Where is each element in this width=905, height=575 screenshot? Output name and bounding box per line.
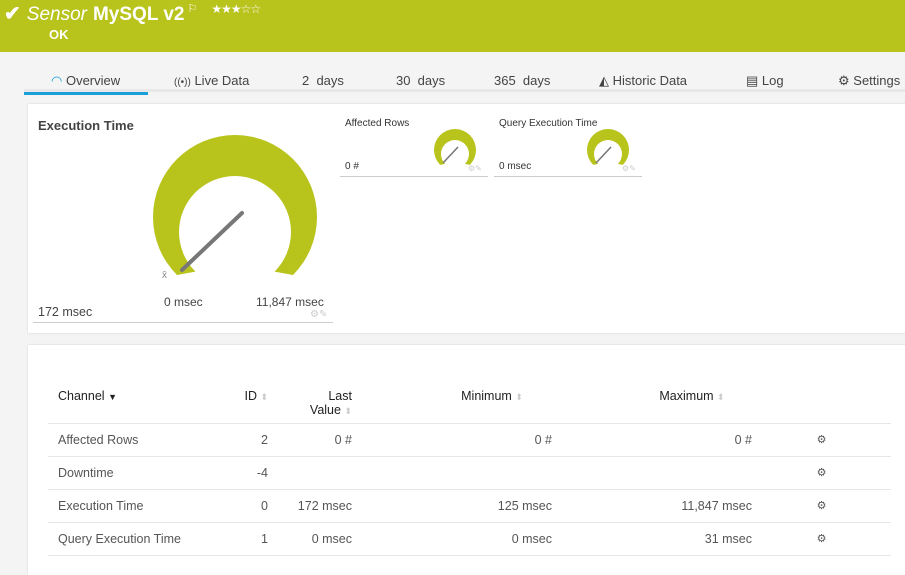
query-time-gauge-arc — [587, 129, 630, 165]
channel-settings-icon[interactable]: ⚙ — [752, 456, 891, 490]
minimum-value: 0 msec — [352, 522, 552, 556]
sort-icon: ⬍ — [515, 392, 523, 402]
affected-rows-gauge-arc — [434, 129, 477, 165]
channel-name[interactable]: Affected Rows — [48, 423, 198, 457]
col-label: Minimum — [461, 389, 512, 403]
sort-icon: ⬍ — [260, 392, 268, 402]
gear-icon: ⚙ — [838, 73, 850, 88]
gauge-settings-icon[interactable]: ⚙✎ — [468, 164, 482, 173]
minimum-value: 0 # — [352, 423, 552, 457]
execution-time-title: Execution Time — [38, 118, 134, 133]
tab-log[interactable]: ▤ Log — [746, 73, 784, 89]
execution-time-value: 172 msec — [38, 305, 93, 319]
minimum-value — [352, 456, 552, 490]
sensor-prefix: Sensor — [26, 4, 87, 25]
channel-name[interactable]: Query Execution Time — [48, 522, 198, 556]
col-label: Last — [328, 389, 352, 403]
divider — [494, 176, 642, 177]
tab-overview[interactable]: ◠ Overview — [24, 73, 148, 95]
tab-bar: ◠ Overview ((•)) Live Data 2 days 30 day… — [24, 66, 905, 95]
maximum-value: 11,847 msec — [552, 489, 752, 523]
gauge-settings-icon[interactable]: ⚙✎ — [622, 164, 636, 173]
col-minimum[interactable]: Minimum ⬍ — [352, 383, 552, 424]
divider — [33, 322, 333, 323]
log-icon: ▤ — [746, 73, 759, 88]
tab-settings[interactable]: ⚙ Settings — [838, 73, 900, 89]
col-label: Maximum — [659, 389, 714, 403]
area-chart-icon: ◭ — [599, 73, 609, 88]
sort-icon: ⬍ — [717, 392, 725, 402]
tab-label: Live Data — [194, 73, 250, 88]
table-row[interactable]: Downtime -4 ⚙ — [48, 456, 891, 490]
query-time-needle — [595, 146, 612, 164]
channel-id: 1 — [198, 522, 268, 556]
priority-stars[interactable]: ★★★☆☆ — [211, 2, 261, 16]
tab-2-days[interactable]: 2 days — [302, 73, 344, 88]
execution-time-gauge-arc — [153, 134, 317, 275]
gauge-min-label: 0 msec — [164, 295, 203, 309]
affected-rows-value: 0 # — [345, 161, 359, 172]
maximum-value — [552, 456, 752, 490]
channel-name[interactable]: Downtime — [48, 456, 198, 490]
last-value: 0 msec — [268, 522, 352, 556]
affected-rows-needle — [442, 146, 459, 164]
col-maximum[interactable]: Maximum ⬍ — [552, 383, 752, 424]
last-value: 172 msec — [268, 489, 352, 523]
affected-rows-title: Affected Rows — [345, 118, 410, 129]
tab-historic-data[interactable]: ◭ Historic Data — [599, 73, 687, 89]
sort-desc-icon: ▼ — [108, 392, 117, 402]
tab-30-days[interactable]: 30 days — [396, 73, 446, 88]
channel-settings-icon[interactable]: ⚙ — [752, 522, 891, 556]
channels-table: Channel ▼ ID ⬍ Last Value ⬍ Minimum ⬍ Max… — [48, 383, 891, 556]
channel-id: 0 — [198, 489, 268, 523]
tab-label: Settings — [853, 73, 901, 88]
table-row[interactable]: Execution Time 0 172 msec 125 msec 11,84… — [48, 489, 891, 523]
last-value — [268, 456, 352, 490]
channel-id: -4 — [198, 456, 268, 490]
tab-365-days[interactable]: 365 days — [494, 73, 551, 88]
gauges-svg — [153, 129, 630, 275]
tab-live-data[interactable]: ((•)) Live Data — [174, 73, 249, 88]
table-row[interactable]: Query Execution Time 1 0 msec 0 msec 31 … — [48, 522, 891, 556]
maximum-value: 31 msec — [552, 522, 752, 556]
execution-time-needle — [180, 211, 244, 272]
query-time-title: Query Execution Time — [499, 118, 598, 129]
check-icon: ✔ — [4, 3, 21, 25]
sort-icon: ⬍ — [344, 406, 352, 416]
col-label: Value — [309, 403, 341, 417]
table-row[interactable]: Affected Rows 2 0 # 0 # 0 # ⚙ — [48, 423, 891, 457]
gauge-max-label: 11,847 msec — [256, 295, 324, 309]
col-label: Channel — [58, 389, 105, 403]
sensor-title-row: ✔ Sensor MySQL v2 ⚐ ★★★☆☆ — [4, 2, 261, 28]
tab-label: Historic Data — [612, 73, 688, 88]
average-marker: x̄ — [162, 270, 167, 281]
status-text: OK — [49, 27, 69, 42]
table-header-row: Channel ▼ ID ⬍ Last Value ⬍ Minimum ⬍ Max… — [48, 383, 891, 424]
sensor-name: MySQL v2 — [92, 4, 185, 25]
col-channel[interactable]: Channel ▼ — [48, 383, 198, 424]
col-label: ID — [244, 389, 257, 403]
broadcast-icon: ((•)) — [174, 77, 191, 88]
channel-settings-icon[interactable]: ⚙ — [752, 423, 891, 457]
maximum-value: 0 # — [552, 423, 752, 457]
col-last-value[interactable]: Last Value ⬍ — [268, 383, 352, 424]
flag-icon[interactable]: ⚐ — [187, 3, 198, 15]
col-id[interactable]: ID ⬍ — [198, 383, 268, 424]
channel-name[interactable]: Execution Time — [48, 489, 198, 523]
divider — [340, 176, 488, 177]
tab-label: Log — [761, 73, 784, 88]
sensor-header: ✔ Sensor MySQL v2 ⚐ ★★★☆☆ OK — [0, 0, 905, 52]
channel-settings-icon[interactable]: ⚙ — [752, 489, 891, 523]
tab-label: Overview — [65, 73, 121, 88]
minimum-value: 125 msec — [352, 489, 552, 523]
query-time-value: 0 msec — [499, 161, 532, 172]
gauge-icon: ◠ — [51, 73, 63, 88]
gauge-settings-icon[interactable]: ⚙✎ — [310, 309, 328, 320]
channel-id: 2 — [198, 423, 268, 457]
last-value: 0 # — [268, 423, 352, 457]
